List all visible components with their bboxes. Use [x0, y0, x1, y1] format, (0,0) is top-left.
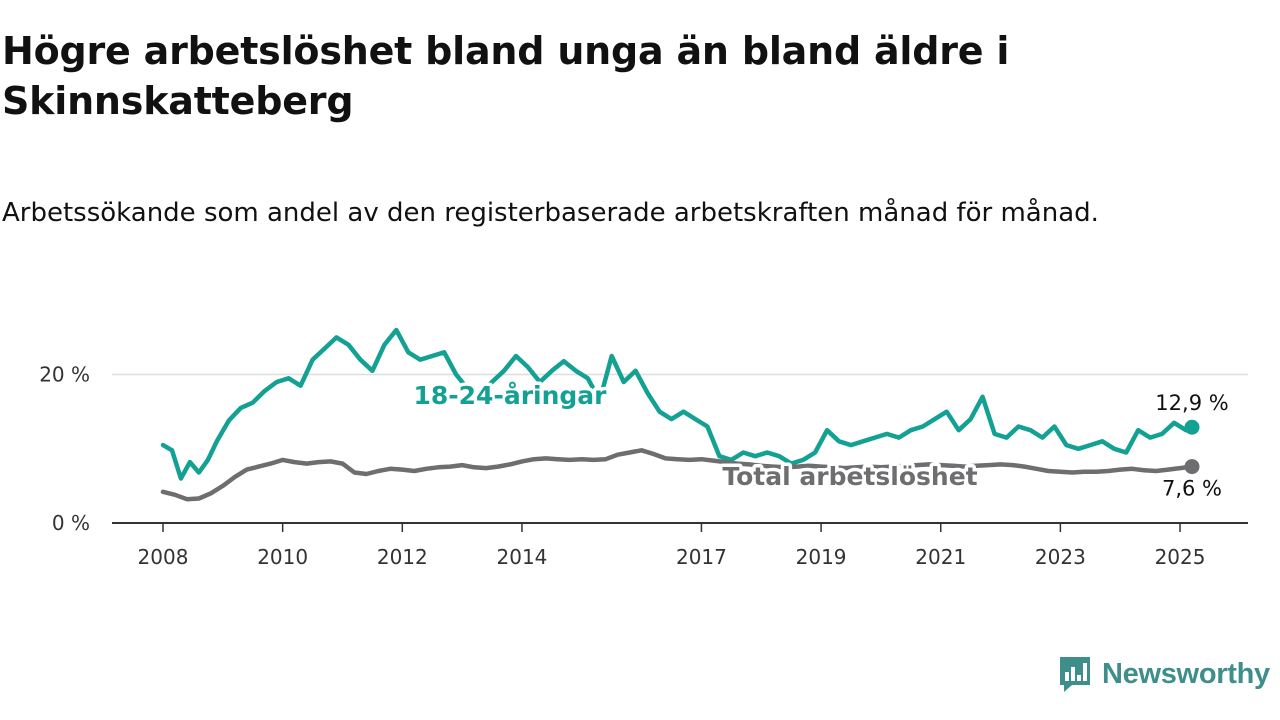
y-tick-label: 0 % — [52, 511, 90, 535]
axis-layer: 0 % 20 % 2008 2010 2012 2014 2017 2019 2021 2023 2… — [39, 363, 1248, 569]
chart-title: Högre arbetslöshet bland unga än bland ä… — [2, 29, 1010, 123]
x-tick-label: 2017 — [676, 545, 727, 569]
brand-logo: Newsworthy — [1058, 654, 1270, 694]
series-label-total: Total arbetslöshet — [722, 462, 977, 491]
line-chart: 0 % 20 % 2008 2010 2012 2014 2017 2019 2021 2023 2… — [39, 327, 1248, 569]
series-label-youth: 18-24-åringar — [414, 381, 608, 410]
chart-subtitle: Arbetssökande som andel av den registerb… — [2, 198, 1099, 228]
series-endpoint-0 — [1184, 419, 1200, 435]
label-layer: 12,9 % 7,6 % 18-24-åringar Total arbetslösh… — [410, 378, 1229, 501]
x-tick-label: 2010 — [257, 545, 308, 569]
y-tick-label: 20 % — [39, 363, 90, 387]
x-tick-label: 2008 — [138, 545, 189, 569]
brand-name: Newsworthy — [1102, 657, 1270, 690]
series-endpoint-1 — [1184, 459, 1200, 475]
series-layer — [160, 327, 1200, 502]
x-tick-label: 2012 — [377, 545, 428, 569]
end-label-total: 7,6 % — [1162, 477, 1222, 501]
x-tick-label: 2021 — [915, 545, 966, 569]
x-tick-label: 2019 — [796, 545, 847, 569]
x-tick-label: 2014 — [497, 545, 548, 569]
newsworthy-logo-icon — [1060, 657, 1090, 692]
x-tick-label: 2023 — [1035, 545, 1086, 569]
series-line-0 — [160, 327, 1195, 481]
end-label-youth: 12,9 % — [1155, 391, 1228, 415]
series-line-1 — [160, 448, 1195, 502]
x-tick-label: 2025 — [1155, 545, 1206, 569]
